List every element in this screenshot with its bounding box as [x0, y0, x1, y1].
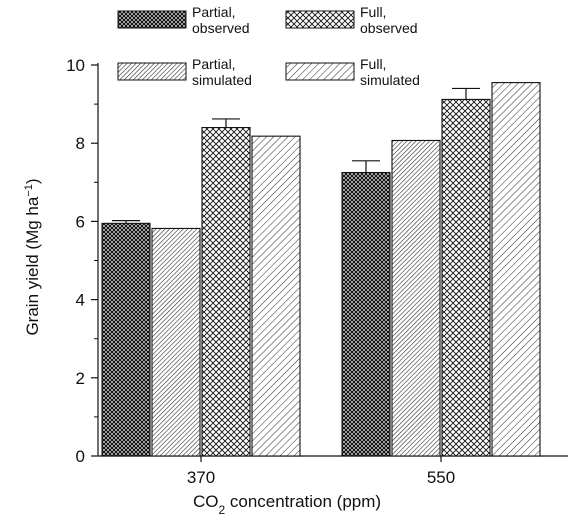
legend-label: Full, observed	[360, 4, 418, 36]
x-axis-label: CO2 concentration (ppm)	[193, 492, 381, 517]
bar	[201, 127, 251, 457]
legend-label-line: simulated	[360, 72, 420, 88]
x-tick-label: 550	[427, 468, 455, 487]
legend-label-line: observed	[360, 20, 418, 36]
y-tick-label: 10	[66, 56, 85, 75]
error-bars	[112, 87, 480, 224]
legend-label: Partial, observed	[192, 4, 250, 36]
legend-entry: Full, simulated	[285, 56, 420, 88]
legend-entry: Partial, observed	[117, 4, 250, 36]
legend-label-line: Full,	[360, 56, 386, 72]
y-axis-label: Grain yield (Mg ha−1)	[23, 178, 42, 335]
x-axis: 370 550	[98, 455, 568, 487]
legend-label-line: observed	[192, 20, 250, 36]
legend-swatch	[285, 62, 355, 81]
bar	[151, 227, 201, 457]
bar	[391, 139, 441, 457]
legend-entry: Full, observed	[285, 4, 418, 36]
x-axis-label-pre: CO	[193, 492, 219, 511]
bars	[101, 82, 541, 457]
x-axis-label-post: concentration (ppm)	[225, 492, 381, 511]
legend-label: Partial, simulated	[192, 56, 252, 88]
y-tick-label: 4	[76, 291, 85, 310]
bar	[341, 171, 391, 457]
legend-label-line: simulated	[192, 72, 252, 88]
y-axis: 0 2 4 6 8 10	[66, 56, 99, 466]
legend-swatch	[117, 62, 187, 81]
y-axis-label-main: Grain yield (Mg ha	[23, 196, 42, 335]
bar	[491, 82, 541, 457]
legend-swatch	[285, 10, 355, 29]
legend-label-line: Partial,	[192, 56, 236, 72]
y-tick-label: 8	[76, 134, 85, 153]
legend-swatch	[117, 10, 187, 29]
x-axis-label-sub: 2	[218, 503, 225, 517]
y-axis-label-close: )	[23, 178, 42, 184]
y-tick-label: 6	[76, 212, 85, 231]
bar	[251, 135, 301, 457]
y-axis-label-sup: −1	[23, 184, 35, 197]
y-tick-label: 2	[76, 369, 85, 388]
bar	[101, 222, 151, 457]
legend-entry: Partial, simulated	[117, 56, 252, 88]
legend-label-line: Full,	[360, 4, 386, 20]
y-tick-label: 0	[76, 447, 85, 466]
bar	[441, 98, 491, 457]
legend-label: Full, simulated	[360, 56, 420, 88]
x-tick-label: 370	[187, 468, 215, 487]
legend-label-line: Partial,	[192, 4, 236, 20]
